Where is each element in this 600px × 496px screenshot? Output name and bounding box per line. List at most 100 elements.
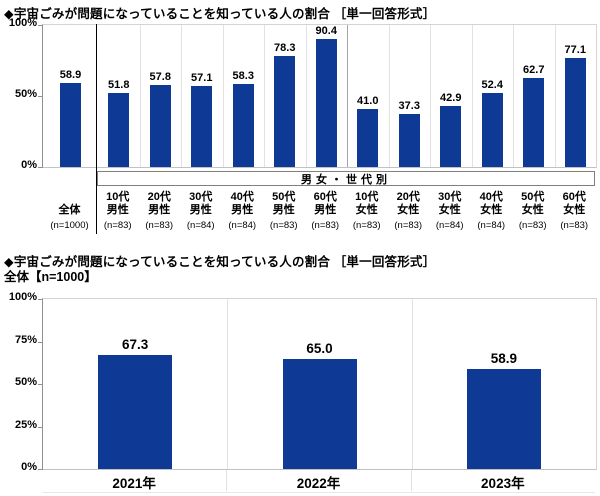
chart1-xaxis-category-line: 40代	[479, 191, 503, 203]
chart1-bar	[440, 106, 462, 167]
chart1-bar-value-label: 90.4	[315, 24, 337, 37]
chart2-bottom-boundary-line	[42, 492, 595, 493]
chart1-column-separator-line	[139, 25, 141, 167]
chart1-xaxis-category-line: 女性	[355, 204, 378, 216]
chart2-xaxis-category: 2021年	[112, 476, 156, 491]
chart1-bar	[149, 84, 171, 167]
gender-age-group-label: 男女・世代別	[301, 173, 391, 186]
chart1-bar	[232, 84, 254, 167]
chart1-ytick-mark	[38, 167, 43, 168]
chart1-bar	[398, 114, 420, 167]
chart1-xaxis-category-line: 女性	[438, 204, 461, 216]
chart2-ytick-mark	[38, 341, 43, 343]
chart1-sample-size-label: (n=84)	[477, 220, 506, 231]
chart1-plot-area: 58.9 51.8 57.8 57.1 58.3 78.3 90.4 41.0 37.3 42.9…	[38, 24, 597, 168]
chart1-sample-size-label: (n=83)	[269, 220, 298, 231]
chart1-sample-size-label: (n=83)	[311, 220, 340, 231]
chart2-bar	[98, 354, 173, 469]
chart1-xaxis-category-line: 男性	[314, 204, 337, 216]
chart1-xaxis-category-line: 40代	[230, 191, 254, 203]
chart1-xaxis-category-line: 20代	[147, 191, 171, 203]
gender-age-group-box: 男女・世代別	[97, 171, 595, 186]
chart1-column-separator-line	[513, 25, 514, 167]
chart1-column-separator-line	[181, 25, 182, 167]
chart1-bar-value-label: 77.1	[564, 43, 586, 56]
chart1-bar-value-label: 58.3	[232, 70, 254, 83]
chart1-bar	[564, 57, 586, 167]
chart1-xaxis-category: 30代 女性	[426, 188, 474, 217]
chart1-bar	[108, 93, 130, 167]
chart1-xaxis-category-line: 女性	[563, 204, 586, 216]
chart1-bar	[523, 77, 545, 167]
chart1-xaxis-category-line: 男性	[231, 204, 254, 216]
chart1-xaxis-category-line: 30代	[189, 191, 213, 203]
chart2-ytick-label: 25%	[14, 418, 37, 431]
chart1-ytick-mark	[38, 25, 43, 26]
chart2-bar-value-label: 67.3	[122, 336, 149, 352]
chart1-xaxis-category-line: 50代	[272, 191, 296, 203]
chart1-xaxis-category-line: 女性	[521, 204, 544, 216]
chart1-sample-size-label: (n=84)	[435, 220, 464, 231]
chart1-title: ◆宇宙ごみが問題になっていることを知っている人の割合 ［単一回答形式］	[4, 7, 436, 21]
chart1-bar	[357, 108, 379, 167]
chart1-bar	[60, 83, 81, 167]
chart2-ytick-label: 0%	[21, 461, 37, 473]
chart1-xaxis-category-line: 10代	[106, 191, 130, 203]
chart1-xaxis-category-line: 男性	[272, 204, 295, 216]
chart1-column-separator-line	[554, 25, 556, 167]
chart2-subtitle: 全体【n=1000】	[4, 270, 97, 284]
chart2-ytick-label: 75%	[14, 333, 37, 346]
chart1-xaxis-category-line: 50代	[521, 191, 545, 203]
chart2-axis-tick-separator	[410, 470, 412, 491]
chart1-xaxis-category-line: 男性	[189, 204, 212, 216]
chart1-ytick-label: 0%	[21, 159, 37, 171]
chart1-ytick-label: 50%	[14, 88, 37, 100]
chart1-xaxis-category: 30代 男性	[177, 188, 225, 217]
chart2-column-separator-line	[411, 299, 413, 469]
chart1-bar-value-label: 41.0	[357, 94, 379, 107]
chart2-bar-value-label: 65.0	[306, 340, 333, 356]
chart1-sample-size-label: (n=83)	[103, 220, 132, 231]
chart1-xaxis-category-line: 30代	[438, 191, 462, 203]
chart1-xaxis-category-line: 全体	[58, 204, 81, 216]
chart2-title: ◆宇宙ごみが問題になっていることを知っている人の割合 ［単一回答形式］	[4, 255, 436, 269]
chart1-xaxis-category: 20代 男性	[135, 188, 183, 217]
chart1-column-separator-line	[471, 25, 473, 167]
chart1-xaxis-category-line: 60代	[562, 191, 586, 203]
chart1-ytick-mark	[38, 96, 43, 97]
chart1-xaxis-category-line: 20代	[396, 191, 420, 203]
chart1-column-separator-line	[430, 25, 431, 167]
chart1-sample-size-label: (n=83)	[394, 220, 423, 231]
chart1-xaxis-category: 全体	[46, 188, 94, 217]
chart1-xaxis-category: 60代 男性	[301, 188, 349, 217]
chart2-xaxis-category: 2023年	[481, 476, 525, 491]
chart1-xaxis-category: 10代 男性	[94, 188, 142, 217]
chart2-plot-area: 67.3 65.0 58.9	[38, 298, 597, 470]
chart1-xaxis-category-line: 60代	[313, 191, 337, 203]
chart1-sample-size-label: (n=1000)	[50, 220, 89, 231]
chart1-sample-size-label: (n=83)	[145, 220, 174, 231]
chart1-bar-value-label: 57.1	[191, 71, 213, 84]
chart2-xaxis-category: 2022年	[296, 476, 341, 491]
chart1-overall-divider-line	[96, 24, 97, 234]
chart2-ytick-mark	[38, 384, 43, 385]
chart1-column-separator-line	[305, 25, 307, 167]
chart1-column-separator-line	[222, 25, 224, 167]
chart1-xaxis-category: 40代 女性	[467, 188, 515, 217]
chart1-xaxis-category-line: 男性	[106, 204, 129, 216]
chart1-xaxis-category: 50代 女性	[509, 188, 557, 217]
chart1-bar-value-label: 42.9	[440, 92, 462, 105]
chart1-bar-value-label: 78.3	[274, 41, 296, 54]
chart1-bar-value-label: 58.9	[59, 69, 82, 82]
chart1-column-separator-line	[388, 25, 390, 167]
chart2-axis-tick-separator	[226, 470, 228, 491]
chart1-bar	[274, 55, 296, 167]
chart2-bar	[466, 368, 541, 469]
chart1-xaxis-category: 60代 女性	[550, 188, 598, 217]
chart1-column-separator-line	[264, 25, 265, 167]
chart1-bar	[191, 85, 213, 167]
chart1-sample-size-label: (n=83)	[560, 220, 589, 231]
chart2-ytick-mark	[38, 426, 43, 428]
chart1-xaxis-category: 10代 女性	[343, 188, 391, 217]
